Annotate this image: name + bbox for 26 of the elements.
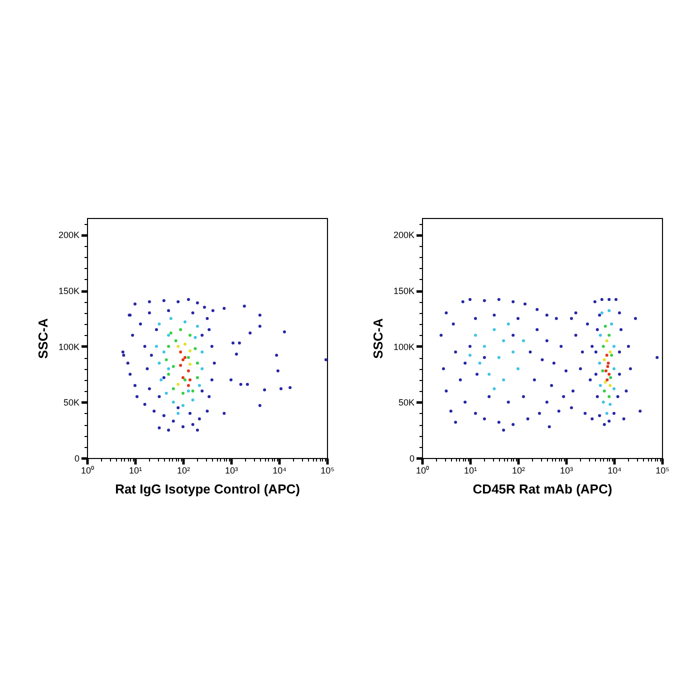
y-tick-label: 150K (393, 286, 414, 296)
x-tick-label: 10⁴ (608, 466, 622, 476)
y-axis-title: SSC-A (35, 318, 50, 359)
x-tick-label: 10⁰ (80, 466, 94, 476)
x-tick-label: 10² (176, 466, 190, 476)
y-tick-label: 200K (393, 230, 414, 240)
x-tick-label: 10⁵ (320, 466, 335, 476)
y-tick-label: 50K (63, 398, 80, 408)
x-tick-label: 10⁰ (416, 466, 430, 476)
x-tick-label: 10² (512, 466, 526, 476)
y-tick-label: 0 (74, 454, 80, 464)
y-tick-label: 200K (58, 230, 80, 240)
y-tick-label: 100K (393, 342, 414, 352)
y-axis-title: SSC-A (370, 318, 386, 359)
y-tick-label: 0 (409, 454, 414, 464)
x-tick-label: 10⁵ (656, 466, 670, 476)
y-tick-label: 50K (398, 398, 414, 408)
x-axis-title: CD45R Rat mAb (APC) (472, 482, 612, 496)
x-tick-label: 10¹ (464, 466, 478, 476)
x-tick-label: 10¹ (128, 466, 142, 476)
x-tick-label: 10³ (224, 466, 238, 476)
x-axis-title: Rat IgG Isotype Control (APC) (115, 482, 300, 496)
x-tick-label: 10⁴ (272, 466, 287, 476)
y-tick-label: 100K (58, 342, 80, 352)
x-tick-label: 10³ (560, 466, 574, 476)
y-tick-label: 150K (58, 286, 80, 296)
